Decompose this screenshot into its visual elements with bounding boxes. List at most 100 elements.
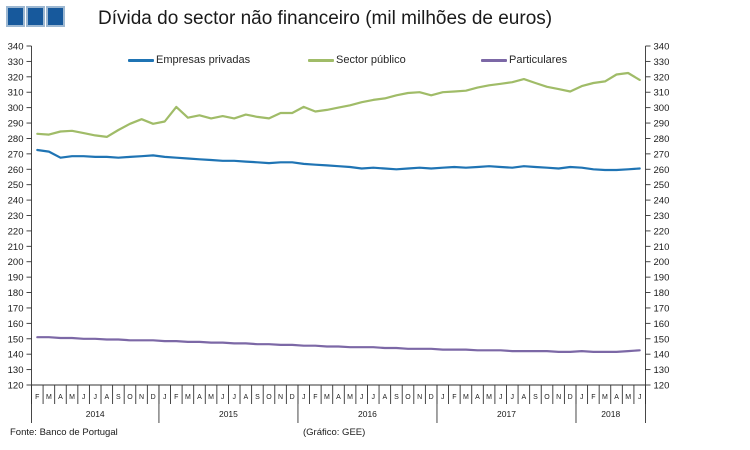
svg-text:2017: 2017 [497,409,516,419]
svg-text:M: M [347,394,353,401]
svg-text:D: D [290,394,295,401]
svg-text:J: J [93,394,97,401]
svg-text:S: S [533,394,538,401]
svg-text:260: 260 [8,165,24,176]
svg-text:310: 310 [8,88,24,99]
svg-text:250: 250 [654,180,670,191]
svg-text:J: J [511,394,515,401]
svg-text:290: 290 [8,119,24,130]
svg-text:A: A [336,394,341,401]
svg-text:310: 310 [654,88,670,99]
svg-text:340: 340 [8,42,24,53]
svg-text:170: 170 [654,303,670,314]
svg-text:J: J [302,394,306,401]
svg-text:290: 290 [654,119,670,130]
svg-text:S: S [255,394,260,401]
svg-text:F: F [35,394,39,401]
svg-text:N: N [556,394,561,401]
svg-text:140: 140 [654,350,670,361]
svg-text:300: 300 [654,103,670,114]
svg-text:330: 330 [654,57,670,68]
svg-text:150: 150 [8,334,24,345]
svg-text:A: A [614,394,619,401]
svg-text:M: M [46,394,52,401]
svg-text:A: A [383,394,388,401]
svg-text:180: 180 [654,288,670,299]
logo-square-icon [6,6,25,27]
svg-text:J: J [441,394,445,401]
svg-text:M: M [208,394,214,401]
svg-text:200: 200 [8,257,24,268]
svg-text:O: O [405,394,411,401]
svg-text:2016: 2016 [358,409,377,419]
svg-text:2014: 2014 [86,409,105,419]
logo-square-icon [46,6,65,27]
svg-text:270: 270 [8,149,24,160]
svg-text:320: 320 [8,72,24,83]
svg-text:D: D [151,394,156,401]
svg-text:A: A [475,394,480,401]
svg-text:S: S [394,394,399,401]
svg-text:J: J [638,394,642,401]
svg-text:280: 280 [8,134,24,145]
logo [6,6,65,27]
legend-label: Empresas privadas [156,54,251,66]
svg-text:O: O [127,394,133,401]
legend-line-swatch [128,58,154,62]
svg-text:230: 230 [8,211,24,222]
svg-text:240: 240 [8,196,24,207]
svg-text:120: 120 [8,381,24,392]
svg-text:A: A [104,394,109,401]
svg-text:A: A [243,394,248,401]
svg-text:F: F [591,394,595,401]
legend-label: Sector público [336,54,406,66]
svg-text:F: F [452,394,456,401]
svg-text:210: 210 [654,242,670,253]
svg-text:230: 230 [654,211,670,222]
svg-text:220: 220 [654,226,670,237]
chart-title: Dívida do sector não financeiro (mil mil… [98,8,553,29]
svg-text:240: 240 [654,196,670,207]
svg-text:J: J [372,394,376,401]
svg-text:190: 190 [8,273,24,284]
svg-text:200: 200 [654,257,670,268]
svg-text:170: 170 [8,303,24,314]
legend-item-particulares: Particulares [481,53,567,67]
svg-text:130: 130 [654,365,670,376]
svg-text:190: 190 [654,273,670,284]
svg-text:130: 130 [8,365,24,376]
svg-text:250: 250 [8,180,24,191]
svg-text:A: A [197,394,202,401]
svg-text:160: 160 [654,319,670,330]
svg-text:2015: 2015 [219,409,238,419]
legend-line-swatch [308,58,334,62]
svg-text:270: 270 [654,149,670,160]
svg-text:J: J [499,394,503,401]
svg-text:210: 210 [8,242,24,253]
logo-square-icon [26,6,45,27]
svg-text:M: M [185,394,191,401]
svg-text:J: J [232,394,236,401]
svg-text:J: J [163,394,167,401]
source-note: Fonte: Banco de Portugal [10,427,118,438]
svg-text:280: 280 [654,134,670,145]
svg-text:M: M [486,394,492,401]
svg-text:S: S [116,394,121,401]
svg-text:140: 140 [8,350,24,361]
svg-text:A: A [58,394,63,401]
svg-text:F: F [313,394,317,401]
svg-text:300: 300 [8,103,24,114]
svg-text:160: 160 [8,319,24,330]
svg-text:M: M [602,394,608,401]
svg-text:340: 340 [654,42,670,53]
svg-text:260: 260 [654,165,670,176]
svg-text:J: J [82,394,86,401]
svg-text:2018: 2018 [601,409,620,419]
svg-text:A: A [522,394,527,401]
legend-item-empresas-privadas: Empresas privadas [128,53,250,67]
svg-text:N: N [417,394,422,401]
svg-text:220: 220 [8,226,24,237]
svg-text:M: M [69,394,75,401]
